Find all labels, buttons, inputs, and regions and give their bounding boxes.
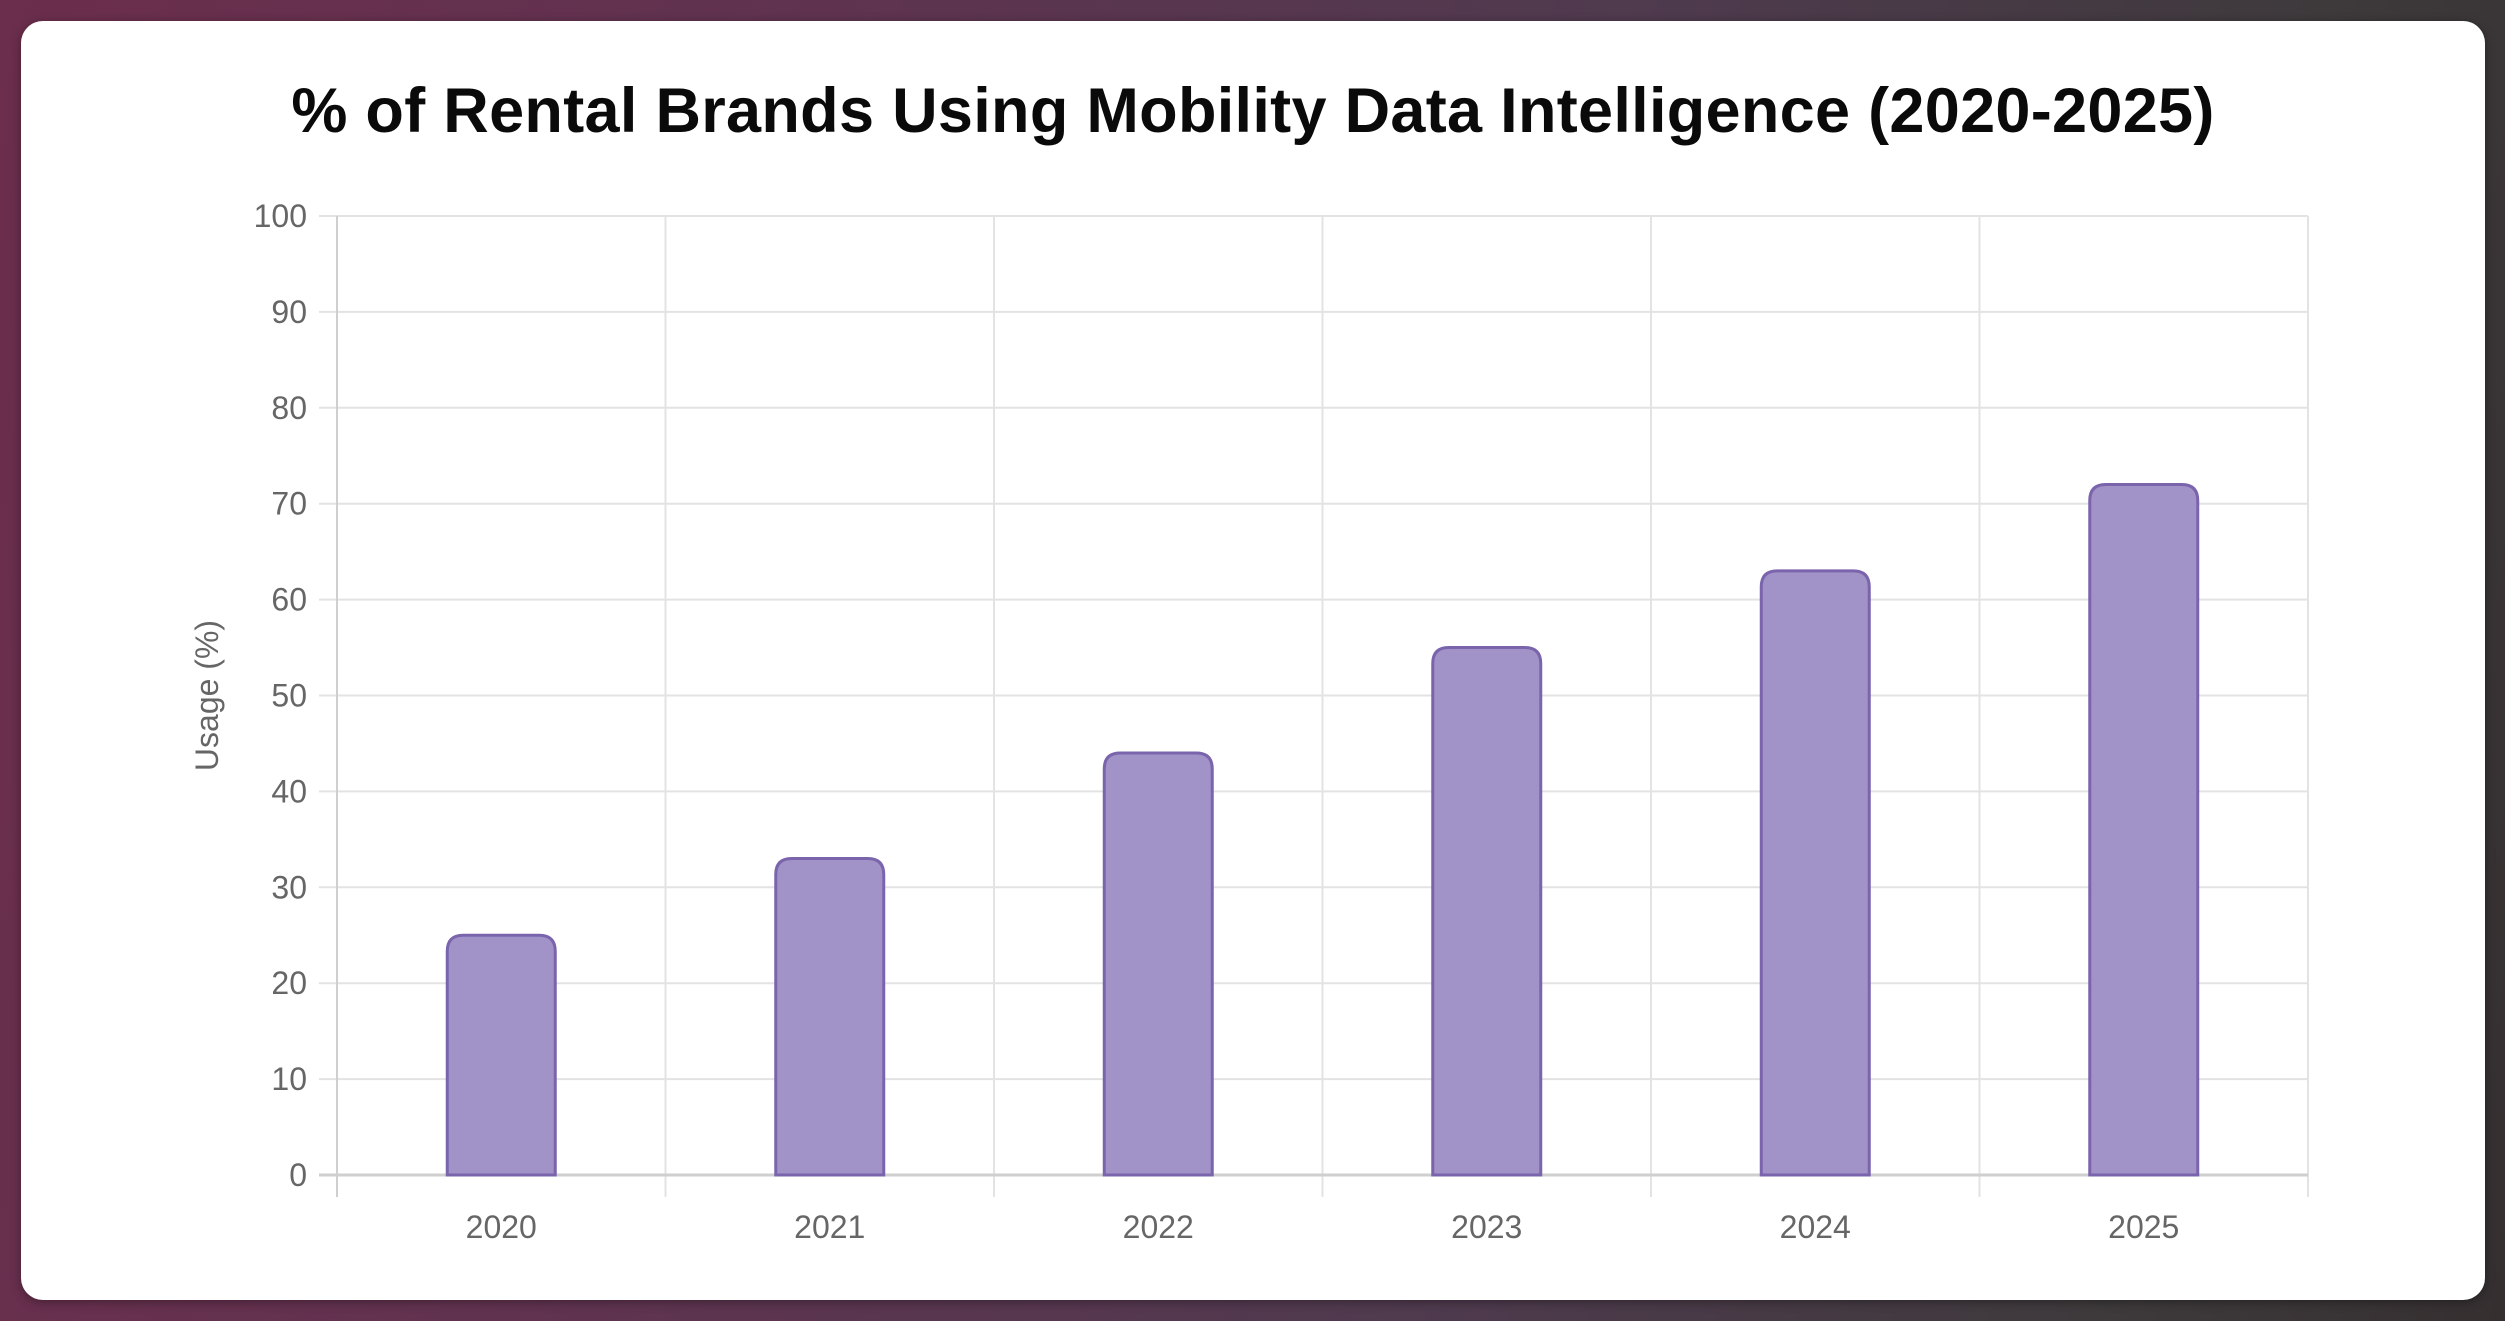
bar-2024: [1759, 569, 1871, 1177]
y-tick-label: 90: [271, 294, 307, 330]
x-tick-label: 2024: [1780, 1209, 1851, 1245]
x-tick-labels: 2020 2021 2022 2023 2024 2025: [466, 1209, 2180, 1245]
axes: [319, 216, 2308, 1197]
y-tick-label: 50: [271, 678, 307, 714]
x-tick-label: 2023: [1451, 1209, 1522, 1245]
x-tick-label: 2022: [1123, 1209, 1194, 1245]
y-tick-label: 30: [271, 869, 307, 905]
chart-title: % of Rental Brands Using Mobility Data I…: [291, 76, 2215, 146]
y-tick-label: 80: [271, 390, 307, 426]
y-tick-label: 10: [271, 1061, 307, 1097]
y-tick-label: 40: [271, 773, 307, 809]
grid-lines: [319, 215, 2309, 1197]
y-tick-label: 60: [271, 582, 307, 618]
y-tick-label: 70: [271, 486, 307, 522]
bar-2021: [774, 857, 886, 1177]
y-tick-labels: 0 10 20 30 40 50 60 70 80 90 100: [254, 198, 307, 1193]
y-axis-title: Usage (%): [189, 620, 225, 771]
x-tick-label: 2025: [2108, 1209, 2179, 1245]
y-tick-label: 0: [289, 1157, 307, 1193]
bar-2023: [1431, 646, 1543, 1177]
y-tick-label: 20: [271, 965, 307, 1001]
x-tick-label: 2021: [794, 1209, 865, 1245]
x-tick-label: 2020: [466, 1209, 537, 1245]
bar-2020: [445, 933, 557, 1177]
bars: [445, 483, 2200, 1177]
bar-2025: [2088, 483, 2200, 1177]
bar-2022: [1102, 751, 1214, 1177]
y-tick-label: 100: [254, 198, 307, 234]
chart-card: % of Rental Brands Using Mobility Data I…: [21, 21, 2485, 1300]
